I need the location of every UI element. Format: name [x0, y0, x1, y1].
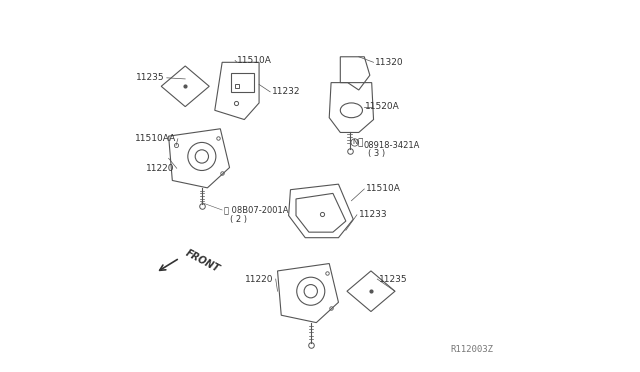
- Text: 11510AA: 11510AA: [135, 134, 176, 143]
- Text: 08918-3421A: 08918-3421A: [364, 141, 420, 150]
- Text: N: N: [352, 140, 357, 145]
- Text: 11510A: 11510A: [366, 185, 401, 193]
- Text: 11220: 11220: [147, 164, 175, 173]
- Text: ( 2 ): ( 2 ): [230, 215, 246, 224]
- Text: 11520A: 11520A: [365, 102, 400, 111]
- Text: 11320: 11320: [376, 58, 404, 67]
- Text: R112003Z: R112003Z: [451, 345, 493, 354]
- Text: 11235: 11235: [379, 275, 408, 283]
- Text: 11510A: 11510A: [237, 56, 272, 65]
- Text: ( 3 ): ( 3 ): [368, 149, 385, 158]
- Text: 11233: 11233: [359, 210, 387, 219]
- Text: 11235: 11235: [136, 73, 165, 82]
- Text: Ⓑ 08B07-2001A: Ⓑ 08B07-2001A: [224, 205, 289, 215]
- Text: 11232: 11232: [272, 87, 301, 96]
- Text: Ⓝ: Ⓝ: [358, 138, 364, 147]
- Text: FRONT: FRONT: [184, 247, 221, 274]
- Text: 11220: 11220: [245, 275, 274, 283]
